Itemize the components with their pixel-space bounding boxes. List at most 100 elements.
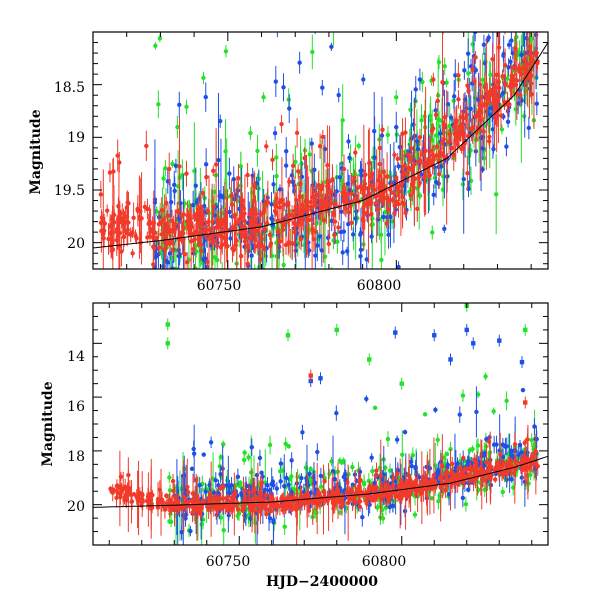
data-point bbox=[180, 230, 186, 236]
data-point bbox=[203, 162, 209, 167]
data-point bbox=[435, 437, 440, 443]
data-point bbox=[488, 92, 493, 98]
data-point bbox=[203, 256, 208, 261]
data-point bbox=[332, 232, 337, 238]
data-point bbox=[190, 491, 196, 496]
data-point bbox=[441, 137, 446, 142]
data-point bbox=[129, 499, 135, 504]
data-point bbox=[229, 483, 234, 488]
data-point bbox=[435, 98, 440, 104]
data-point bbox=[213, 478, 218, 483]
data-point bbox=[466, 459, 472, 464]
data-point bbox=[191, 451, 197, 456]
data-point bbox=[144, 143, 149, 149]
data-point bbox=[118, 211, 123, 216]
data-point bbox=[434, 153, 439, 158]
data-point bbox=[456, 97, 461, 102]
data-point bbox=[480, 77, 485, 83]
data-point bbox=[397, 144, 403, 150]
data-point bbox=[380, 127, 385, 133]
data-point bbox=[286, 97, 291, 102]
data-point bbox=[184, 171, 189, 176]
data-point bbox=[434, 144, 440, 149]
data-point bbox=[315, 449, 320, 455]
data-point bbox=[361, 77, 366, 82]
data-point bbox=[387, 198, 393, 203]
data-point bbox=[283, 242, 289, 248]
data-point bbox=[353, 216, 358, 221]
data-point bbox=[238, 253, 244, 259]
data-point bbox=[253, 208, 258, 214]
data-point bbox=[457, 412, 462, 417]
data-point bbox=[282, 524, 287, 529]
data-point bbox=[475, 443, 481, 448]
data-point bbox=[296, 210, 302, 215]
data-point bbox=[387, 468, 393, 473]
data-point bbox=[290, 241, 295, 246]
data-point bbox=[209, 240, 215, 245]
data-point bbox=[395, 156, 400, 162]
data-point bbox=[248, 470, 254, 475]
data-point bbox=[285, 200, 291, 205]
outlier-point bbox=[497, 338, 502, 343]
data-point bbox=[278, 461, 284, 466]
data-point bbox=[265, 200, 271, 205]
data-point bbox=[196, 218, 201, 223]
data-point bbox=[167, 488, 173, 493]
data-point bbox=[369, 211, 374, 217]
data-point bbox=[367, 160, 372, 166]
data-point bbox=[488, 72, 493, 77]
data-point bbox=[349, 191, 354, 197]
data-point bbox=[279, 121, 284, 127]
data-point bbox=[341, 199, 346, 204]
data-point bbox=[461, 455, 466, 461]
data-point bbox=[491, 146, 496, 152]
data-point bbox=[401, 164, 407, 169]
data-point bbox=[194, 211, 199, 217]
data-point bbox=[177, 164, 182, 169]
data-point bbox=[107, 170, 113, 175]
data-point bbox=[494, 442, 499, 447]
data-point bbox=[147, 234, 153, 239]
model-curve-top bbox=[93, 42, 548, 249]
data-point bbox=[338, 229, 344, 235]
data-point bbox=[197, 483, 202, 488]
data-point bbox=[137, 216, 142, 222]
data-point bbox=[325, 183, 330, 189]
data-point bbox=[497, 448, 502, 453]
plot-frame-top bbox=[92, 31, 549, 270]
data-point bbox=[350, 232, 356, 237]
data-point bbox=[107, 231, 113, 236]
data-point bbox=[300, 202, 305, 208]
data-point bbox=[121, 234, 127, 240]
data-point bbox=[309, 141, 314, 146]
data-point bbox=[532, 13, 536, 17]
y-tick-label: 20 bbox=[67, 236, 85, 252]
data-point bbox=[299, 475, 304, 481]
data-point bbox=[360, 515, 365, 520]
data-point bbox=[423, 160, 428, 166]
data-point bbox=[271, 519, 276, 525]
data-point bbox=[358, 247, 364, 252]
data-point bbox=[169, 218, 175, 223]
data-point bbox=[482, 84, 487, 90]
data-point bbox=[330, 468, 336, 474]
data-point bbox=[159, 208, 164, 213]
data-point bbox=[131, 215, 136, 221]
data-point bbox=[517, 442, 523, 448]
data-point bbox=[115, 230, 121, 235]
data-point bbox=[346, 139, 351, 144]
data-point bbox=[245, 261, 250, 266]
data-point bbox=[223, 49, 229, 54]
data-point bbox=[394, 124, 399, 130]
series-2 bbox=[98, 32, 540, 269]
data-point bbox=[265, 483, 270, 488]
data-point bbox=[526, 3, 530, 7]
data-point bbox=[449, 145, 455, 151]
data-point bbox=[439, 140, 445, 146]
data-point bbox=[294, 289, 298, 293]
data-point bbox=[413, 466, 418, 471]
x-tick-label: 60750 bbox=[197, 278, 242, 294]
data-point bbox=[508, 59, 513, 64]
data-point bbox=[307, 471, 312, 477]
